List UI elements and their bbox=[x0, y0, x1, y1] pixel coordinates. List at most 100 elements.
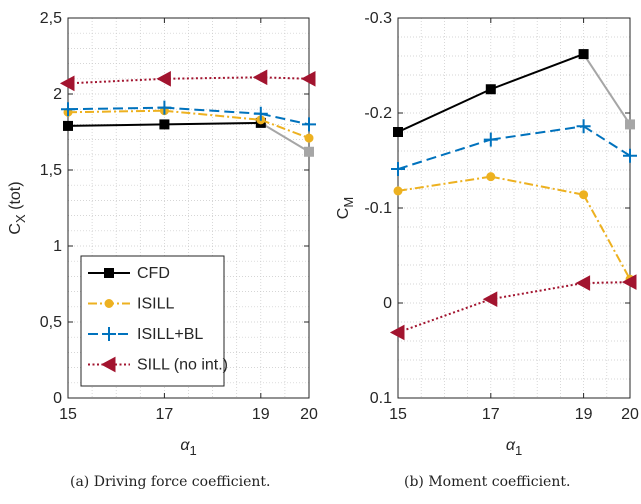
data-point-marker bbox=[157, 100, 172, 115]
y-tick-label: 1,5 bbox=[40, 162, 62, 179]
series-segment bbox=[164, 109, 261, 121]
y-tick-label: -0.3 bbox=[364, 10, 392, 27]
series-segment bbox=[260, 76, 310, 80]
legend-marker bbox=[104, 299, 114, 308]
data-point-marker bbox=[159, 119, 170, 130]
x-tick-label: 15 bbox=[389, 406, 407, 423]
data-point-marker bbox=[63, 120, 73, 131]
data-point-marker bbox=[61, 102, 75, 117]
series-segment bbox=[67, 106, 165, 111]
y-axis-label-subscript: X bbox=[13, 214, 28, 223]
data-point-marker bbox=[304, 146, 314, 157]
y-tick-label: -0.1 bbox=[364, 200, 392, 217]
series-segment bbox=[164, 106, 261, 115]
data-point-marker bbox=[623, 148, 637, 163]
data-point-marker bbox=[389, 324, 405, 341]
y-tick-label: 2 bbox=[53, 86, 62, 103]
y-tick-label: 0 bbox=[53, 390, 62, 407]
series-segment bbox=[67, 123, 165, 127]
series-cfd bbox=[393, 49, 635, 137]
y-axis-label: CM bbox=[335, 197, 356, 219]
x-tick-label: 19 bbox=[252, 406, 270, 423]
data-point-marker bbox=[391, 162, 405, 177]
y-tick-label: 0 bbox=[383, 295, 392, 312]
data-point-marker bbox=[393, 127, 403, 137]
x-axis-label-subscript: 1 bbox=[189, 443, 196, 458]
panel-b-moment-chart: -0.3 -0.2 -0.1 0 0.115 17 19 20 α1 CM bbox=[335, 10, 639, 458]
x-axis-label: α1 bbox=[506, 437, 522, 458]
data-point-marker bbox=[483, 132, 498, 147]
panel-a-driving-force-chart: 0 0,5 1 1,5 2 2,5 15 17 19 20 α1 CX (tot) CFD ISILL IS… bbox=[7, 10, 318, 458]
legend: CFD ISILL ISILL+BL SILL (no int.) bbox=[80, 255, 228, 387]
x-tick-label: 17 bbox=[156, 406, 174, 423]
series-segment bbox=[67, 109, 165, 114]
data-point-marker bbox=[578, 49, 589, 60]
y-axis-label-main: C bbox=[7, 223, 24, 235]
y-axis-label-suffix: (tot) bbox=[7, 181, 24, 214]
y-tick-label: 0.1 bbox=[370, 390, 392, 407]
legend-marker bbox=[102, 327, 116, 341]
series-segment bbox=[490, 175, 584, 196]
x-tick-label: 17 bbox=[482, 406, 500, 423]
legend-label: ISILL bbox=[137, 296, 174, 313]
series-segment bbox=[490, 125, 584, 141]
legend-label: ISILL+BL bbox=[137, 326, 203, 343]
data-point-marker bbox=[485, 84, 496, 95]
series-segment bbox=[397, 298, 492, 334]
caption-a: (a) Driving force coefficient. bbox=[70, 474, 271, 490]
x-tick-label: 15 bbox=[59, 406, 77, 423]
data-point-marker bbox=[482, 291, 498, 308]
series-segment bbox=[583, 281, 631, 285]
y-axis-label: CX (tot) bbox=[7, 181, 28, 234]
legend-marker bbox=[100, 356, 116, 373]
series-sill-no-int- bbox=[59, 69, 316, 92]
series-isill bbox=[63, 106, 314, 143]
series-segment bbox=[583, 125, 631, 157]
series-segment bbox=[582, 53, 631, 125]
x-axis-label: α1 bbox=[180, 437, 196, 458]
series-segment bbox=[260, 122, 310, 153]
series-segment bbox=[260, 112, 310, 126]
y-axis-label-subscript: M bbox=[341, 197, 356, 208]
series-segment bbox=[397, 138, 492, 171]
x-tick-label: 20 bbox=[621, 406, 639, 423]
series-segment bbox=[582, 194, 631, 280]
series-segment bbox=[397, 175, 491, 192]
series-segment bbox=[260, 118, 310, 140]
data-point-marker bbox=[304, 133, 314, 143]
y-tick-label: -0.2 bbox=[364, 105, 392, 122]
data-point-marker bbox=[621, 274, 637, 290]
series-segment bbox=[490, 282, 584, 301]
legend-label: SILL (no int.) bbox=[137, 357, 228, 374]
data-point-marker bbox=[253, 106, 268, 121]
series-sill-no-int- bbox=[389, 274, 637, 341]
data-point-marker bbox=[576, 119, 591, 134]
data-point-marker bbox=[156, 70, 171, 87]
caption-b: (b) Moment coefficient. bbox=[404, 474, 571, 490]
series-segment bbox=[397, 88, 492, 133]
x-tick-label: 19 bbox=[575, 406, 593, 423]
data-point-marker bbox=[625, 119, 635, 130]
data-point-marker bbox=[575, 275, 591, 291]
y-axis-label-main: C bbox=[335, 208, 352, 220]
data-point-marker bbox=[486, 172, 496, 182]
data-point-marker bbox=[252, 69, 268, 86]
legend-marker bbox=[104, 268, 114, 278]
series-segment bbox=[164, 121, 261, 126]
data-point-marker bbox=[59, 75, 75, 92]
data-point-marker bbox=[300, 70, 316, 87]
x-axis-label-subscript: 1 bbox=[515, 443, 522, 458]
y-tick-label: 2,5 bbox=[40, 10, 62, 27]
x-tick-label: 20 bbox=[300, 406, 318, 423]
legend-label: CFD bbox=[137, 265, 170, 282]
y-tick-label: 0,5 bbox=[40, 314, 62, 331]
series-segment bbox=[490, 53, 584, 91]
data-point-marker bbox=[302, 117, 316, 132]
axes-frame bbox=[67, 17, 310, 399]
series-isill-bl bbox=[391, 119, 637, 177]
series-isill-bl bbox=[61, 100, 316, 132]
y-tick-label: 1 bbox=[53, 238, 62, 255]
data-point-marker bbox=[579, 190, 589, 200]
data-point-marker bbox=[393, 186, 403, 196]
